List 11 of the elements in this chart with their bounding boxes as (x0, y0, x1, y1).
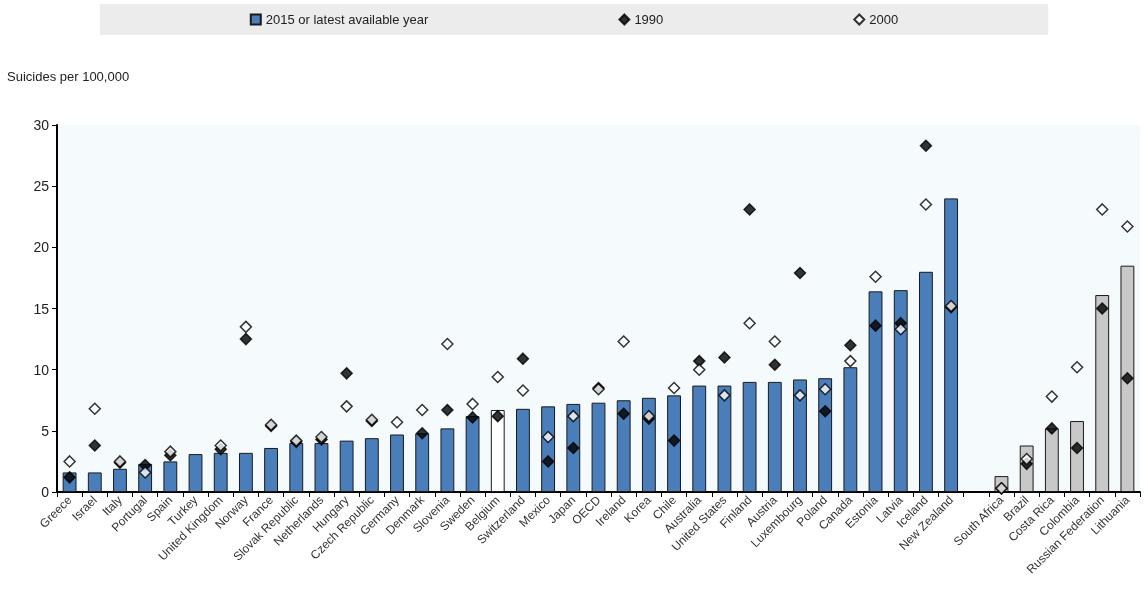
legend-label: 1990 (634, 12, 664, 27)
y-tick-label: 20 (33, 239, 50, 256)
y-tick-label: 10 (33, 361, 50, 378)
y-tick-label: 25 (33, 178, 50, 195)
legend-label: 2015 or latest available year (265, 12, 430, 27)
y-tick-label: 15 (33, 300, 50, 317)
y-tick-label: 30 (33, 117, 50, 133)
y-axis-title: Suicides per 100,000 (7, 69, 130, 84)
y-tick-label: 5 (41, 422, 50, 439)
y-tick-label: 0 (41, 484, 50, 500)
legend-label: 2000 (869, 12, 899, 27)
